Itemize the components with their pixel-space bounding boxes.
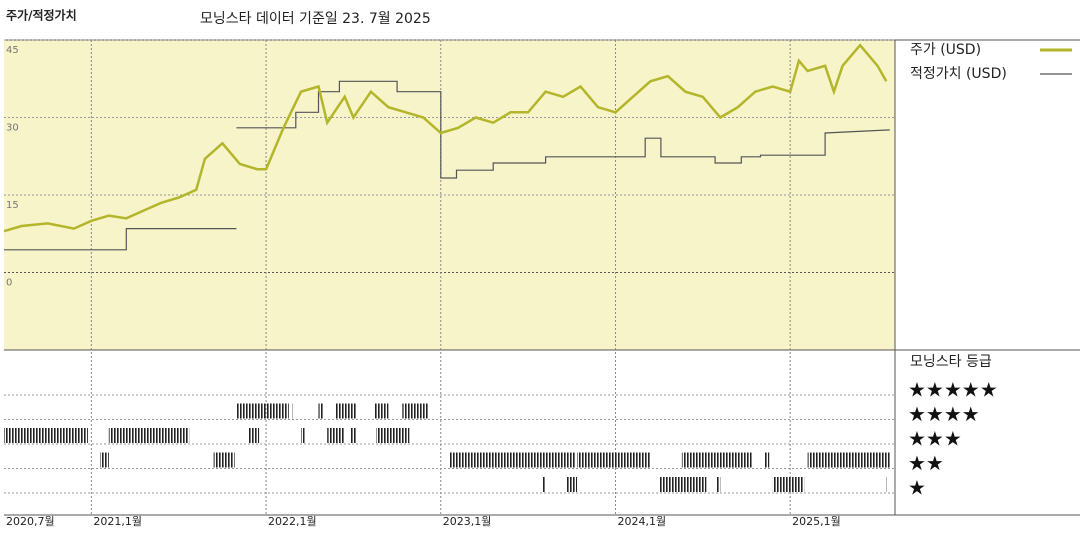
rating-bar — [100, 452, 109, 468]
rating-bar — [763, 452, 770, 468]
y-tick-label: 15 — [6, 200, 19, 211]
rating-bar — [108, 428, 190, 443]
legend-label: 적정가치 (USD) — [910, 66, 1007, 82]
rating-label: ★★★★★ — [908, 378, 998, 402]
rating-bar — [301, 428, 305, 443]
x-tick-label: 2023,1월 — [443, 515, 492, 528]
rating-bar — [376, 428, 410, 443]
chart-title: 주가/적정가치 — [6, 8, 77, 23]
rating-bar — [886, 477, 889, 492]
rating-bar — [4, 428, 88, 443]
x-tick-label: 2025,1월 — [792, 515, 841, 528]
rating-bar — [716, 477, 721, 492]
rating-bar — [213, 452, 235, 468]
rating-label: ★★ — [908, 451, 944, 475]
rating-bar — [236, 403, 289, 419]
x-tick-label: 2020,7월 — [6, 515, 55, 528]
legend-label: 주가 (USD) — [910, 42, 981, 58]
rating-bar — [566, 477, 578, 492]
x-tick-label: 2022,1월 — [268, 515, 317, 528]
rating-bar — [335, 403, 357, 419]
chart-subtitle: 모닝스타 데이터 기준일 23. 7월 2025 — [200, 11, 431, 27]
rating-bar — [374, 403, 389, 419]
rating-bar — [577, 452, 651, 468]
series-line — [4, 80, 890, 251]
y-tick-label: 30 — [6, 123, 19, 134]
rating-bar — [349, 428, 357, 443]
rating-bar — [402, 403, 429, 419]
rating-bar — [772, 477, 805, 492]
rating-bar — [292, 403, 295, 419]
rating-label: ★★★★ — [908, 402, 980, 426]
rating-bar — [542, 477, 546, 492]
rating-bar — [807, 452, 890, 468]
rating-title: 모닝스타 등급 — [910, 354, 992, 370]
rating-label: ★ — [908, 476, 926, 500]
rating-bar — [449, 452, 576, 468]
rating-bar — [248, 428, 260, 443]
x-tick-label: 2021,1월 — [93, 515, 142, 528]
x-tick-label: 2024,1월 — [617, 515, 666, 528]
series-line — [3, 43, 888, 233]
rating-bar — [681, 452, 752, 468]
rating-label: ★★★ — [908, 427, 962, 451]
rating-bar — [327, 428, 345, 443]
rating-bar — [659, 477, 707, 492]
y-tick-label: 45 — [6, 45, 19, 56]
rating-bar — [318, 403, 324, 419]
y-tick-label: 0 — [6, 278, 12, 289]
